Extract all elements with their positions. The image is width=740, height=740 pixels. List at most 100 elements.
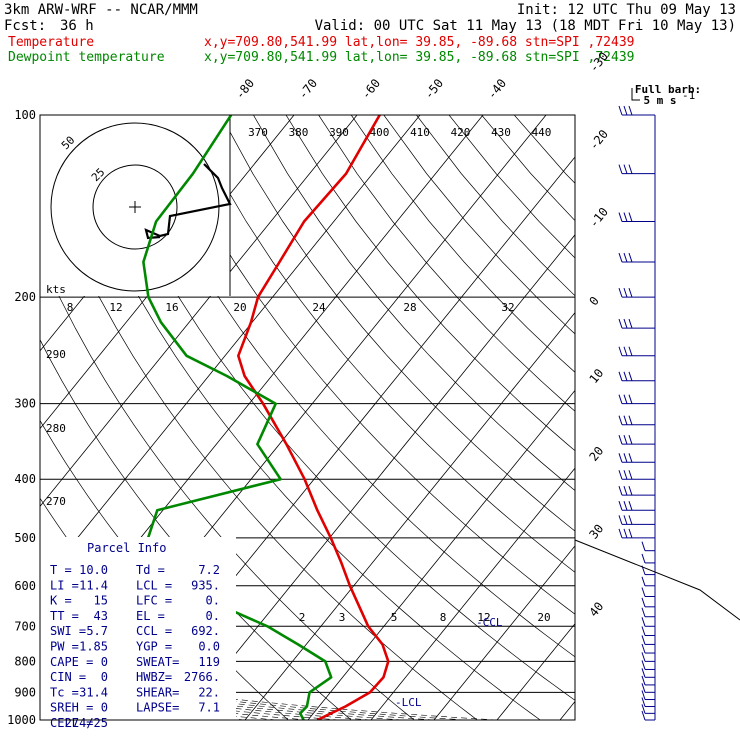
parcel-param-label: LAPSE= [136, 701, 179, 715]
parcel-param-label: Td = [136, 563, 165, 577]
isotherm-line [370, 467, 575, 720]
dry-adiabat [122, 115, 575, 658]
parcel-param-value: 935. [191, 578, 220, 592]
isotherm-label: 0 [586, 294, 601, 308]
parcel-param-value: 0 [101, 701, 108, 715]
isotherm-line [40, 115, 421, 585]
dry-adiabat [40, 253, 415, 720]
parcel-param-label: PW = [50, 640, 79, 654]
isotherm-label: -20 [586, 127, 611, 153]
isotherm-label: -50 [422, 76, 447, 102]
isotherm-line [433, 545, 575, 720]
pressure-tick-label: 700 [14, 619, 36, 633]
hodograph-trace [144, 163, 232, 240]
theta-label: 270 [46, 495, 66, 508]
dry-adiabat [253, 115, 575, 492]
isotherm-label: 20 [586, 444, 606, 464]
dry-adiabat [155, 115, 575, 615]
barb-legend-title: Full barb: [635, 83, 701, 96]
parcel-param-value: 10.0 [79, 563, 108, 577]
mixing-ratio-label: 32 [501, 301, 514, 314]
isotherm-line [623, 115, 740, 720]
dewpoint-line [142, 115, 333, 720]
parcel-param-value: 274/25 [65, 716, 108, 730]
dry-adiabat [416, 115, 575, 297]
theta-label: 430 [491, 126, 511, 139]
parcel-param-value: 7.1 [198, 701, 220, 715]
mixing-ratio-label: 8 [67, 301, 74, 314]
isotherm-label: -70 [296, 76, 321, 102]
parcel-param-label: CAPE = [50, 655, 93, 669]
theta-label: 370 [248, 126, 268, 139]
parcel-param-value: 0 [101, 655, 108, 669]
dry-adiabat [513, 115, 575, 184]
parcel-param-value: 119 [198, 655, 220, 669]
mixing-ratio-label: 2 [299, 611, 306, 624]
parcel-param-value: 2766. [184, 670, 220, 684]
theta-label: 410 [410, 126, 430, 139]
mixing-ratio-label: 12 [477, 611, 490, 624]
mixing-ratio-label: 12 [109, 301, 122, 314]
pressure-tick-label: 600 [14, 579, 36, 593]
pressure-tick-label: 400 [14, 472, 36, 486]
barb-legend-value: 5 m s [643, 94, 676, 107]
parcel-param-label: LI = [50, 578, 79, 592]
isotherm-line [496, 623, 575, 720]
parcel-param-value: 0.0 [198, 640, 220, 654]
sounding-series [142, 115, 390, 720]
parcel-param-label: SWEAT= [136, 655, 179, 669]
parcel-param-label: K = [50, 594, 72, 608]
legend-dewpoint-label: Dewpoint temperature [8, 50, 165, 65]
pressure-tick-label: 300 [14, 397, 36, 411]
temperature-line [237, 115, 390, 720]
parcel-info-title: Parcel Info [87, 541, 166, 555]
parcel-param-label: Tc = [50, 685, 79, 699]
forecast-hours: 36 h [60, 18, 94, 34]
parcel-param-value: 11.4 [79, 578, 108, 592]
mixing-ratio-label: 16 [165, 301, 178, 314]
parcel-param-label: YGP = [136, 640, 172, 654]
theta-label: 280 [46, 422, 66, 435]
mixing-ratio-label: 20 [537, 611, 550, 624]
dry-adiabat [481, 115, 575, 222]
pressure-tick-label: 500 [14, 531, 36, 545]
parcel-param-value: 5.7 [86, 624, 108, 638]
parcel-param-value: 7.2 [198, 563, 220, 577]
legend-dewpoint-info: x,y=709.80,541.99 lat,lon= 39.85, -89.68… [204, 50, 634, 65]
dry-adiabat [57, 115, 541, 720]
pressure-tick-label: 1000 [7, 713, 36, 727]
isotherm-line [307, 389, 575, 720]
isotherm-line [181, 234, 575, 720]
hodograph-units: kts [46, 283, 66, 296]
theta-label: 440 [532, 126, 552, 139]
parcel-info-box: Parcel Info T = 10.0 Td = 7.2 LI = 11.4 LCL = 9… [40, 537, 236, 730]
isotherm-label: -40 [485, 76, 510, 102]
dry-adiabat [318, 115, 575, 412]
parcel-param-value: 0 [101, 670, 108, 684]
theta-label: 420 [451, 126, 471, 139]
parcel-param-label: TT = [50, 609, 79, 623]
parcel-param-label: SHEAR= [136, 685, 179, 699]
hodograph-ring [92, 164, 178, 250]
parcel-param-value: 1.85 [79, 640, 108, 654]
forecast-label: Fcst: [4, 18, 46, 34]
dry-adiabat [187, 115, 575, 573]
wind-barbs [574, 105, 740, 721]
parcel-param-label: HWBZ= [136, 670, 172, 684]
isotherm-label: -60 [359, 76, 384, 102]
dry-adiabat [40, 159, 478, 720]
theta-label: 390 [329, 126, 349, 139]
pressure-tick-label: 100 [14, 108, 36, 122]
isotherm-label: 30 [586, 522, 606, 542]
parcel-param-value: 15 [94, 594, 108, 608]
parcel-param-value: 22. [198, 685, 220, 699]
theta-label: 380 [289, 126, 309, 139]
parcel-param-value: 0. [206, 609, 220, 623]
isotherm-label: 10 [586, 366, 606, 386]
isotherm-line [244, 311, 575, 720]
parcel-param-value: 0. [206, 594, 220, 608]
pressure-tick-label: 800 [14, 654, 36, 668]
dry-adiabat [285, 115, 575, 452]
pressure-tick-label: 900 [14, 685, 36, 699]
